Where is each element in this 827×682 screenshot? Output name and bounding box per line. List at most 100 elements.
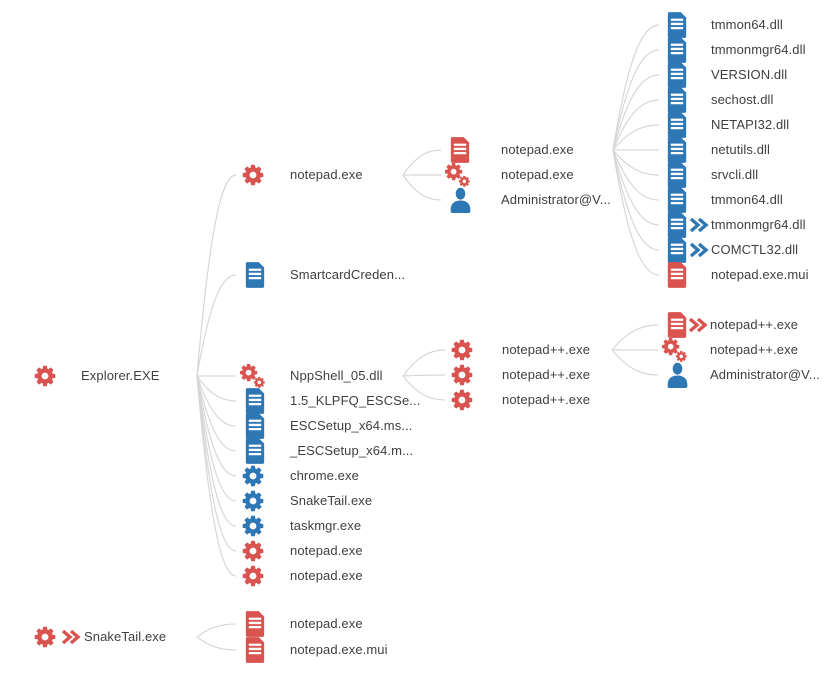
node-label: notepad.exe	[290, 568, 363, 583]
tree-node-dll7[interactable]: srvcli.dll	[664, 162, 785, 188]
node-label: notepad++.exe	[502, 342, 591, 357]
tree-node-dll4[interactable]: sechost.dll	[664, 87, 792, 113]
file-icon	[664, 187, 690, 213]
node-label: srvcli.dll	[711, 167, 759, 182]
file-icon	[242, 262, 268, 288]
tree-node-smartcard[interactable]: SmartcardCreden...	[242, 262, 418, 288]
edge-curve	[611, 324, 659, 351]
node-label: notepad.exe	[501, 167, 574, 182]
node-label: SnakeTail.exe	[84, 629, 167, 644]
user-icon	[447, 187, 473, 213]
process-gear-icon	[240, 463, 266, 489]
tree-node-np-gears[interactable]: notepad.exe	[445, 162, 582, 188]
tree-node-nppf[interactable]: notepad++.exe	[664, 312, 804, 338]
tree-node-npp3[interactable]: notepad++.exe	[449, 387, 596, 413]
edge-curve	[196, 174, 237, 377]
tree-node-np-file[interactable]: notepad.exe	[447, 137, 582, 163]
process-gear-icon	[32, 624, 58, 650]
tree-node-nppg[interactable]: notepad++.exe	[662, 337, 804, 363]
tree-node-escsetup2[interactable]: _ESCSetup_x64.m...	[242, 438, 418, 464]
process-gear-icon	[449, 362, 475, 388]
edge-curve	[196, 636, 237, 651]
edge-curve	[196, 375, 237, 577]
tree-node-st-notepadmui[interactable]: notepad.exe.mui	[242, 637, 398, 663]
node-label: tmmon64.dll	[711, 17, 783, 32]
node-label: notepad.exe	[290, 616, 363, 631]
node-label: notepad++.exe	[710, 342, 799, 357]
node-label: Explorer.EXE	[81, 368, 160, 383]
file-icon	[664, 37, 690, 63]
file-icon	[242, 438, 268, 464]
tree-node-dll10[interactable]: COMCTL32.dll	[664, 237, 799, 263]
node-label: notepad.exe	[290, 167, 363, 182]
node-label: tmmon64.dll	[711, 192, 783, 207]
edge-curve	[612, 149, 660, 176]
tree-node-explorer[interactable]: Explorer.EXE	[32, 363, 169, 389]
edge-curve	[196, 375, 237, 452]
file-icon	[664, 312, 690, 338]
edge-curve	[196, 375, 237, 402]
edge-curve	[611, 349, 659, 376]
node-label: Administrator@V...	[501, 192, 611, 207]
node-label: notepad.exe.mui	[711, 267, 809, 282]
process-gear-icon	[240, 488, 266, 514]
edge-curve	[612, 49, 660, 151]
tree-node-dll9[interactable]: tmmonmgr64.dll	[664, 212, 812, 238]
edge-curve	[402, 349, 446, 377]
tree-node-taskmgr[interactable]: taskmgr.exe	[240, 513, 371, 539]
tree-node-npp1[interactable]: notepad++.exe	[449, 337, 596, 363]
process-gear-icon	[449, 337, 475, 363]
tree-node-notepad-mid[interactable]: notepad.exe	[240, 162, 371, 188]
tree-node-dll3[interactable]: VERSION.dll	[664, 62, 792, 88]
tree-node-st-notepad[interactable]: notepad.exe	[242, 611, 371, 637]
process-gear-icon	[240, 162, 266, 188]
tree-node-dll1[interactable]: tmmon64.dll	[664, 12, 792, 38]
edge-curve	[612, 149, 660, 276]
edge-curve	[612, 74, 660, 151]
process-gear-icon	[240, 538, 266, 564]
tree-node-chrome[interactable]: chrome.exe	[240, 463, 364, 489]
tree-node-dll5[interactable]: NETAPI32.dll	[664, 112, 799, 138]
process-gears-icon	[662, 337, 688, 363]
tree-node-notepad-mid2[interactable]: notepad.exe	[240, 538, 371, 564]
edge-curve	[196, 375, 237, 552]
node-label: notepad++.exe	[502, 367, 591, 382]
node-label: Administrator@V...	[710, 367, 820, 382]
node-label: NppShell_05.dll	[290, 368, 383, 383]
edge-curve	[402, 149, 442, 176]
tree-node-nppu[interactable]: Administrator@V...	[664, 362, 827, 388]
node-label: tmmonmgr64.dll	[711, 217, 806, 232]
node-label: notepad.exe	[290, 543, 363, 558]
tree-node-dll2[interactable]: tmmonmgr64.dll	[664, 37, 812, 63]
process-gears-icon	[240, 363, 266, 389]
tree-node-dll11[interactable]: notepad.exe.mui	[664, 262, 819, 288]
tree-node-npp2[interactable]: notepad++.exe	[449, 362, 596, 388]
tree-node-np-user[interactable]: Administrator@V...	[447, 187, 629, 213]
file-icon	[242, 388, 268, 414]
node-label: sechost.dll	[711, 92, 774, 107]
tree-node-dll6[interactable]: netutils.dll	[664, 137, 799, 163]
process-gear-icon	[240, 513, 266, 539]
file-icon	[242, 637, 268, 663]
tree-node-notepad-mid3[interactable]: notepad.exe	[240, 563, 371, 589]
edge-curve	[402, 374, 446, 377]
edge-curve	[196, 274, 237, 377]
node-label: netutils.dll	[711, 142, 771, 157]
tree-node-dll8[interactable]: tmmon64.dll	[664, 187, 792, 213]
file-icon	[664, 212, 690, 238]
file-icon	[447, 137, 473, 163]
edge-curve	[612, 124, 660, 151]
tree-node-escsetup[interactable]: ESCSetup_x64.ms...	[242, 413, 418, 439]
node-label: chrome.exe	[290, 468, 359, 483]
tree-node-nppshell[interactable]: NppShell_05.dll	[240, 363, 398, 389]
node-label: _ESCSetup_x64.m...	[290, 443, 414, 458]
edge-curve	[196, 375, 237, 502]
node-label: SmartcardCreden...	[290, 267, 406, 282]
tree-node-snaketail-root[interactable]: SnakeTail.exe	[32, 624, 178, 650]
node-label: NETAPI32.dll	[711, 117, 790, 132]
chevrons-icon	[61, 629, 81, 645]
tree-node-snaketail-mid[interactable]: SnakeTail.exe	[240, 488, 384, 514]
tree-node-klpfq[interactable]: 1.5_KLPFQ_ESCSe...	[242, 388, 420, 414]
